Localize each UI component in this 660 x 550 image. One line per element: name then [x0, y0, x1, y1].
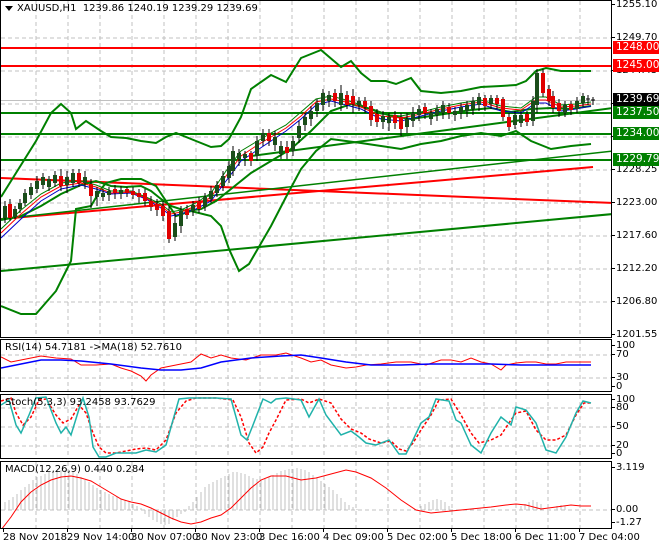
price-tick: 1206.80: [611, 296, 658, 307]
rsi-tick: 0: [611, 381, 623, 392]
stoch-canvas: [1, 395, 611, 458]
rsi-line: [1, 352, 591, 382]
red-trendline-down[interactable]: [1, 177, 612, 204]
dropdown-triangle-icon[interactable]: [5, 5, 13, 11]
price-tick: 1217.60: [611, 230, 658, 241]
price-axis[interactable]: 1255.10 1249.70 1244.45 1239.05 1233.65 …: [611, 0, 660, 340]
price-tick: 1249.70: [611, 32, 658, 43]
macd-axis: 3.119 0.00 -1.27: [611, 461, 660, 529]
rsi-title: RSI(14) 54.7181 ->MA(18) 52.7610: [5, 342, 182, 353]
bollinger-upper: [1, 48, 591, 198]
time-label: 29 Nov 14:00: [67, 528, 135, 543]
ohlc-close: 1239.69: [216, 3, 258, 14]
stoch-tick: 80: [612, 402, 629, 413]
time-label: 3 Dec 16:00: [259, 528, 320, 543]
ohlc-open: 1239.86: [82, 3, 125, 14]
stochastic-panel[interactable]: Stoch(5,3,3) 93.2458 93.7629: [0, 394, 612, 459]
ohlc-low: 1239.29: [171, 3, 214, 14]
stoch-tick: 20: [612, 440, 629, 451]
stoch-tick: 0: [611, 448, 623, 459]
macd-histogram: [4, 468, 566, 525]
bollinger-lower: [1, 129, 592, 315]
green-trendline-lower[interactable]: [1, 213, 612, 272]
time-label: 6 Dec 11:00: [515, 528, 576, 543]
time-label: 7 Dec 04:00: [579, 528, 640, 543]
macd-tick: 3.119: [612, 462, 645, 473]
price-tick: 1223.00: [611, 197, 658, 208]
current-price-label: 1239.69: [613, 93, 659, 106]
time-label: 4 Dec 09:00: [323, 528, 384, 543]
bollinger-middle: [1, 102, 592, 221]
stoch-tick: 50: [612, 421, 629, 432]
macd-signal-line: [1, 469, 591, 528]
price-chart-panel[interactable]: XAUUSD,H1 1239.86 1240.19 1239.29 1239.6…: [0, 0, 612, 338]
level-label-1245: 1245.00: [613, 59, 659, 72]
stoch-tick: 100: [611, 394, 636, 405]
rsi-panel[interactable]: RSI(14) 54.7181 ->MA(18) 52.7610: [0, 339, 612, 392]
rsi-axis: 100 70 30 0: [611, 339, 660, 392]
macd-title: MACD(12,26,9) 0.440 0.284: [5, 464, 145, 475]
macd-canvas: [1, 462, 611, 528]
level-label-1248: 1248.00: [613, 41, 659, 54]
price-chart-canvas: [1, 1, 612, 337]
macd-panel[interactable]: MACD(12,26,9) 0.440 0.284: [0, 461, 612, 529]
chart-title: XAUUSD,H1 1239.86 1240.19 1239.29 1239.6…: [5, 3, 258, 14]
rsi-canvas: [1, 340, 611, 391]
time-label: 30 Nov 23:00: [195, 528, 263, 543]
price-tick: 1228.25: [611, 164, 658, 175]
time-label: 5 Dec 02:00: [387, 528, 448, 543]
stoch-title: Stoch(5,3,3) 93.2458 93.7629: [5, 397, 156, 408]
level-label-1229-79: 1229.79: [613, 153, 659, 166]
price-tick: 1201.55: [611, 329, 658, 340]
green-trendline-mid[interactable]: [1, 150, 612, 220]
time-label: 30 Nov 07:00: [131, 528, 199, 543]
stoch-main-line: [1, 395, 592, 458]
time-label: 5 Dec 18:00: [451, 528, 512, 543]
macd-tick: -1.27: [612, 517, 642, 528]
rsi-tick: 30: [612, 372, 629, 383]
green-trendline-upper[interactable]: [250, 107, 612, 157]
rsi-tick: 70: [612, 349, 629, 360]
stoch-axis: 100 80 50 20 0: [611, 394, 660, 459]
level-label-1237-50: 1237.50: [613, 106, 659, 119]
price-tick: 1255.10: [611, 0, 658, 10]
time-label: 28 Nov 2018: [3, 528, 68, 543]
macd-tick: 0.00: [611, 504, 639, 515]
price-tick: 1212.20: [611, 263, 658, 274]
symbol-label: XAUUSD,H1: [17, 3, 77, 14]
grid: [1, 1, 611, 337]
level-label-1234: 1234.00: [613, 127, 659, 140]
candlesticks: [3, 69, 595, 243]
rsi-ma-line: [1, 354, 591, 371]
ohlc-high: 1240.19: [127, 3, 169, 14]
red-trendline-up[interactable]: [1, 166, 594, 220]
rsi-tick: 100: [611, 340, 636, 351]
